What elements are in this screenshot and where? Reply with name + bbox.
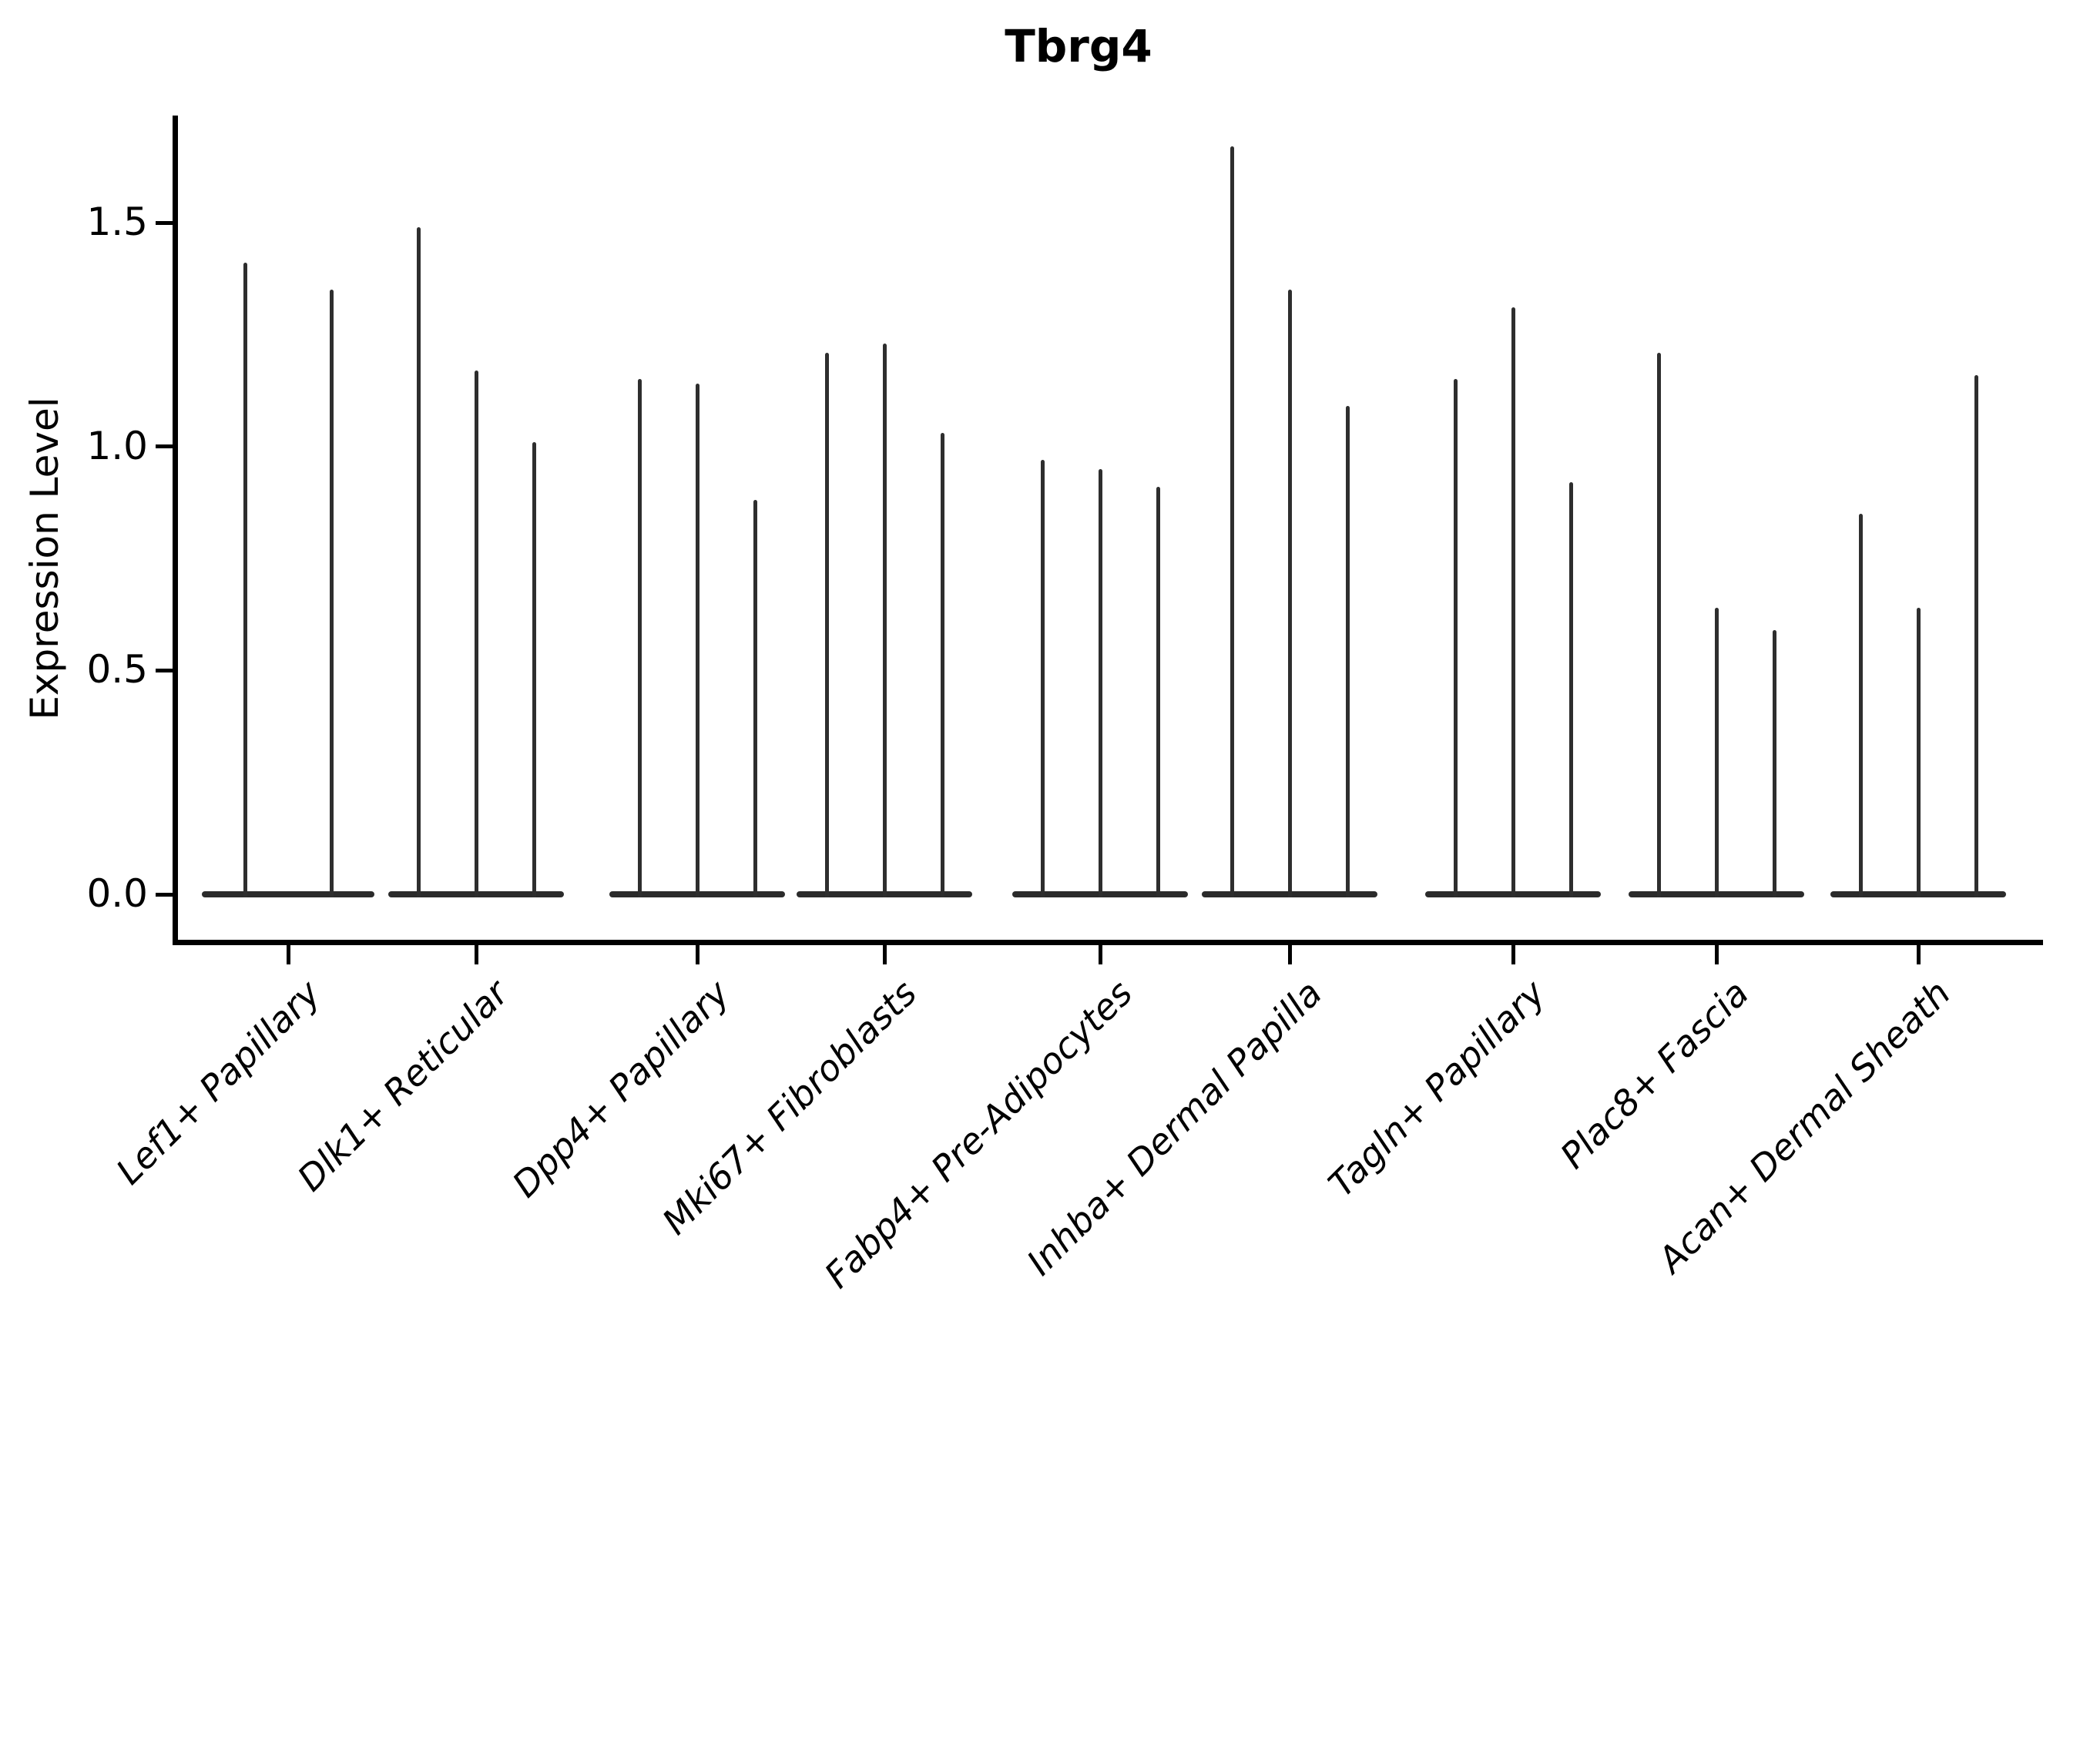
y-axis-spine <box>173 116 178 945</box>
violin-plot: Tbrg4 Expression Level 0.0 0.5 1.0 1.5 Lef1+… <box>22 20 2043 1296</box>
violin-spike <box>882 343 887 897</box>
x-tick-label: Fabp4+ Pre-Adipocytes <box>816 972 1141 1296</box>
x-tick-label: Plac8+ Fascia <box>1552 972 1757 1177</box>
x-tick <box>474 945 478 964</box>
y-tick <box>156 892 173 897</box>
y-tick <box>156 444 173 449</box>
y-tick <box>156 668 173 672</box>
x-tick-label: Tagln+ Papillary <box>1320 972 1554 1206</box>
violin-spike <box>1040 460 1045 897</box>
violin-spike <box>1858 513 1863 897</box>
y-axis-label: Expression Level <box>22 397 67 720</box>
violin-spike <box>1345 406 1350 897</box>
x-tick-label: Inhba+ Dermal Papilla <box>1018 972 1330 1283</box>
violin-spike <box>1772 630 1776 897</box>
violin-spike <box>1714 607 1719 897</box>
violin-spike <box>243 263 247 897</box>
violin-spike <box>1511 307 1515 897</box>
violin-spike <box>940 433 944 897</box>
x-tick <box>695 945 699 964</box>
x-tick <box>1511 945 1515 964</box>
violin-spike <box>1156 486 1160 897</box>
violin-spike <box>474 370 478 897</box>
x-tick <box>1714 945 1719 964</box>
y-tick-label: 0.5 <box>86 647 148 693</box>
x-axis-spine <box>173 940 2043 945</box>
violin-spike <box>1974 374 1978 897</box>
y-tick-label: 1.5 <box>86 200 148 244</box>
x-tick-label: Acan+ Dermal Sheath <box>1649 972 1959 1281</box>
violin-spike <box>1568 482 1573 897</box>
violin-spike <box>416 226 421 897</box>
violin-spike <box>329 290 334 897</box>
x-tick <box>1916 945 1921 964</box>
violin-spike <box>1916 607 1921 897</box>
violin-spike <box>532 441 536 897</box>
violin-spike <box>824 352 829 897</box>
x-tick-label: Mki67+ Fibroblasts <box>654 972 925 1243</box>
violin-spike <box>1656 352 1661 897</box>
violin-spike <box>637 379 642 897</box>
chart-title: Tbrg4 <box>1005 20 1152 72</box>
y-tick-label: 0.0 <box>86 871 148 916</box>
violin-spike <box>1230 146 1234 897</box>
x-tick <box>882 945 887 964</box>
violin-spike <box>1453 379 1458 897</box>
x-tick <box>1287 945 1292 964</box>
x-tick <box>1098 945 1102 964</box>
violin-spike <box>1287 290 1292 897</box>
x-tick <box>286 945 290 964</box>
violin-spike <box>695 384 699 897</box>
y-tick-label: 1.0 <box>86 423 148 468</box>
y-tick <box>156 220 173 225</box>
violin-spike <box>1098 468 1102 897</box>
violin-base <box>202 891 374 897</box>
violin-spike <box>753 500 757 897</box>
